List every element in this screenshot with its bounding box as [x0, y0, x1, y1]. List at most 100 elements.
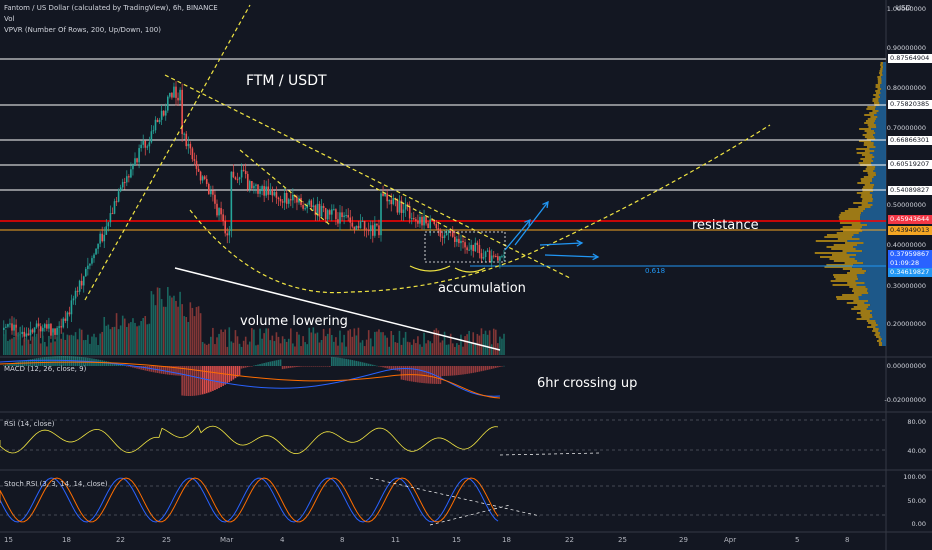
- volume-bar: [218, 333, 220, 355]
- volume-bar: [236, 336, 239, 355]
- candle-body: [261, 186, 263, 192]
- volume-bar: [5, 329, 7, 355]
- vpvr-bar: [830, 280, 856, 282]
- candle-body: [499, 256, 501, 261]
- vpvr-bar: [873, 176, 886, 178]
- candle-body: [169, 92, 171, 97]
- volume-bar: [216, 337, 218, 355]
- vpvr-bar: [878, 328, 886, 330]
- volume-bar: [419, 344, 421, 355]
- volume-bar: [501, 338, 503, 355]
- rsi-label[interactable]: RSI (14, close): [4, 420, 55, 428]
- volume-bar: [87, 334, 89, 355]
- vpvr-bar: [880, 64, 883, 66]
- volume-bar: [41, 335, 44, 355]
- volume-indicator-label[interactable]: Vol: [4, 15, 15, 23]
- currency-label[interactable]: USD: [896, 4, 911, 12]
- candle-body: [333, 209, 335, 211]
- date-label: 22: [116, 536, 125, 544]
- volume-bar: [304, 342, 306, 355]
- candle-body: [255, 184, 257, 186]
- macd-label[interactable]: MACD (12, 26, close, 9): [4, 365, 87, 373]
- vpvr-bar: [882, 70, 886, 72]
- candle-body: [82, 276, 85, 286]
- candle-body: [150, 131, 153, 143]
- vpvr-bar: [867, 288, 886, 290]
- vpvr-bar: [842, 294, 862, 296]
- candle-body: [103, 234, 106, 242]
- rsi-line: [0, 425, 499, 455]
- volume-bar: [58, 328, 60, 355]
- macd-bar: [331, 356, 333, 366]
- vpvr-bar: [868, 292, 886, 294]
- volume-bar: [269, 340, 272, 355]
- candle-body: [415, 219, 417, 221]
- macd-bar: [296, 366, 298, 367]
- vpvr-bar: [856, 318, 870, 320]
- vpvr-bar: [877, 76, 882, 78]
- candle-body: [488, 250, 491, 263]
- candle-body: [376, 223, 378, 226]
- volume-bar: [62, 332, 65, 355]
- vpvr-bar: [865, 120, 875, 122]
- symbol-title[interactable]: Fantom / US Dollar (calculated by Tradin…: [4, 4, 218, 12]
- volume-bar: [109, 329, 112, 355]
- vpvr-bar: [835, 278, 859, 280]
- vpvr-bar: [836, 232, 859, 234]
- candle-body: [164, 110, 167, 116]
- vpvr-bar: [860, 216, 886, 218]
- price-tag: 0.75820385: [888, 100, 932, 109]
- macd-bar: [406, 366, 409, 381]
- trend-line: [164, 74, 571, 279]
- date-label: 5: [795, 536, 800, 544]
- volume-bar: [349, 329, 352, 355]
- candle-body: [451, 230, 454, 237]
- macd-bar: [392, 366, 395, 370]
- vpvr-bar: [839, 218, 861, 220]
- candle-body: [503, 255, 505, 257]
- candle-body: [337, 219, 339, 224]
- vpvr-bar: [863, 186, 874, 188]
- volume-bar: [484, 330, 487, 355]
- volume-bar: [214, 344, 216, 355]
- macd-bar: [210, 366, 212, 392]
- macd-bar: [3, 365, 5, 366]
- vpvr-bar: [864, 272, 886, 274]
- vpvr-indicator-label[interactable]: VPVR (Number Of Rows, 200, Up/Down, 100): [4, 26, 161, 34]
- candle-body: [361, 221, 364, 223]
- candle-body: [230, 171, 233, 232]
- macd-bar: [490, 366, 493, 369]
- vpvr-bar: [874, 136, 886, 138]
- volume-bar: [454, 346, 456, 355]
- candle-body: [388, 199, 390, 202]
- volume-bar: [316, 332, 319, 355]
- macd-bar: [382, 366, 384, 368]
- macd-bar: [421, 366, 423, 383]
- candle-body: [369, 225, 372, 232]
- volume-bar: [64, 339, 67, 355]
- macd-bar: [343, 358, 345, 366]
- vpvr-bar: [867, 224, 886, 226]
- macd-bar: [19, 361, 21, 366]
- volume-bar: [220, 329, 222, 355]
- vpvr-bar: [880, 68, 883, 70]
- vpvr-bar: [871, 140, 886, 142]
- candle-body: [345, 215, 347, 217]
- vpvr-bar: [880, 92, 886, 94]
- macd-bar: [451, 366, 454, 376]
- stoch-rsi-label[interactable]: Stoch RSI (3, 3, 14, 14, close): [4, 480, 108, 488]
- candle-body: [372, 225, 374, 236]
- candle-body: [175, 86, 177, 98]
- volume-bar: [138, 325, 140, 355]
- vpvr-bar: [862, 230, 886, 232]
- candle-body: [25, 333, 28, 337]
- volume-bar: [171, 297, 173, 355]
- candle-body: [78, 280, 81, 292]
- vpvr-bar: [882, 342, 886, 344]
- volume-bar: [374, 331, 376, 355]
- vpvr-bar: [864, 156, 875, 158]
- rsi-axis-label: 40.00: [907, 447, 926, 455]
- candle-body: [138, 148, 140, 163]
- macd-bar: [384, 366, 386, 368]
